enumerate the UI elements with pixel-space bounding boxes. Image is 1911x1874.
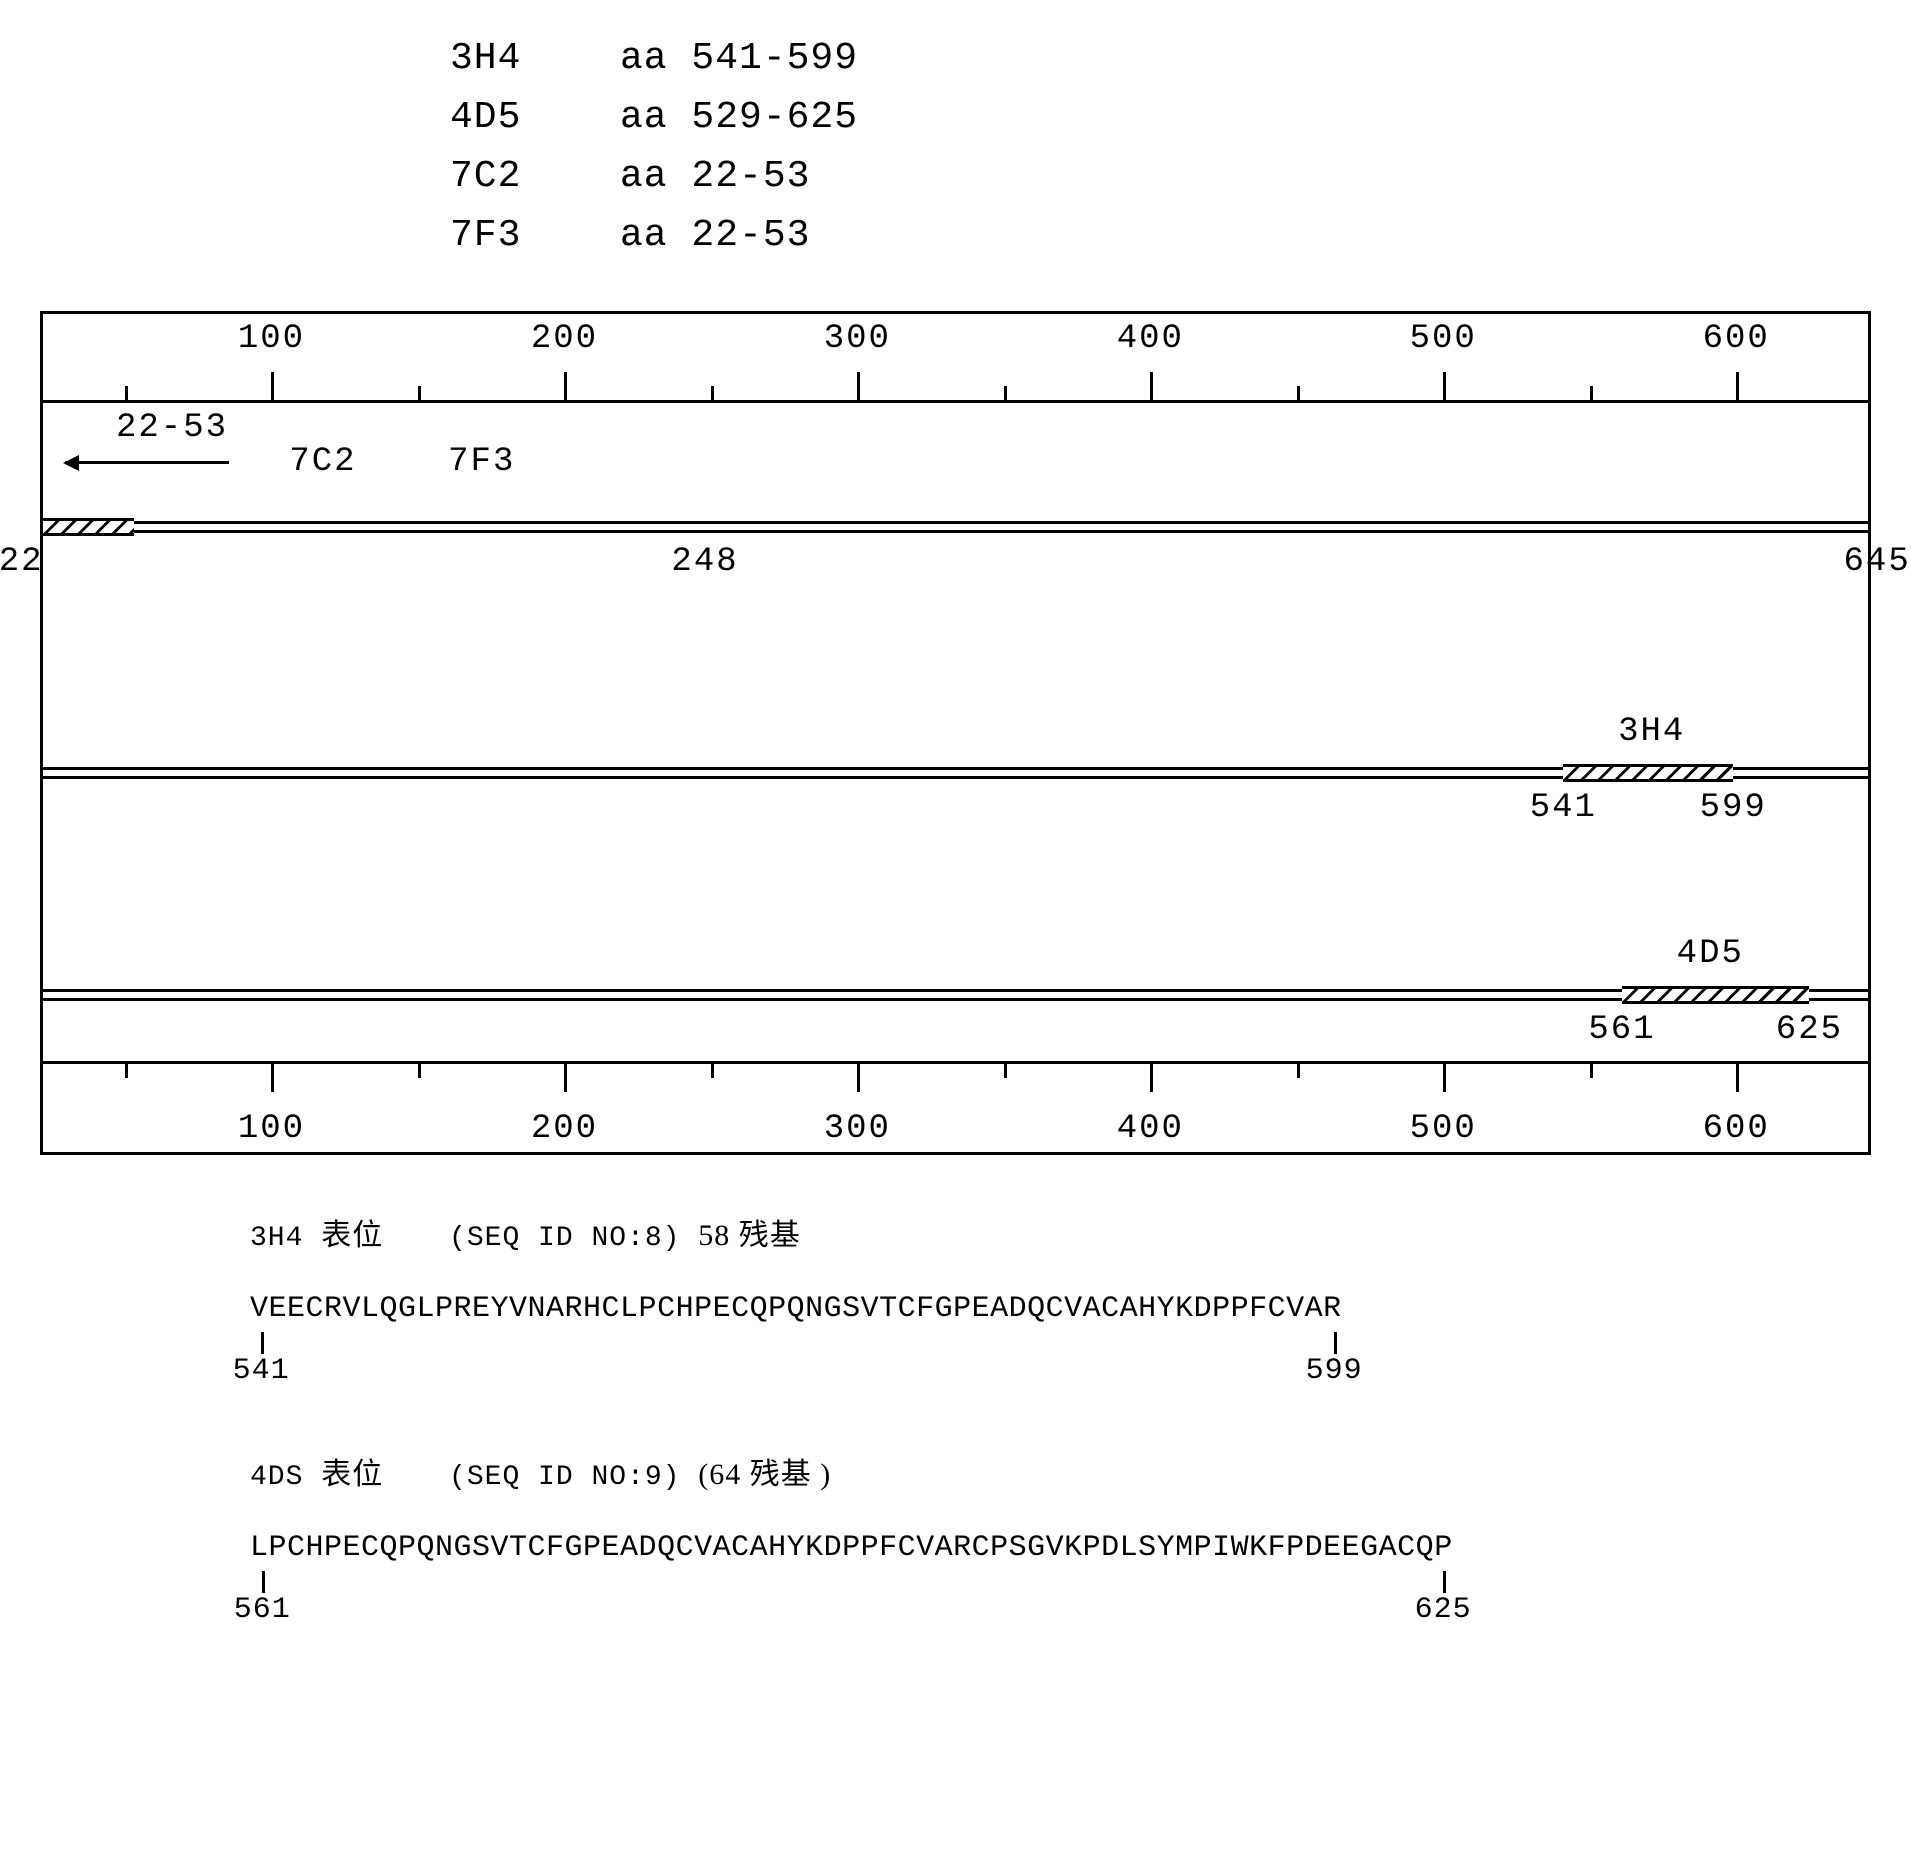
lane2-label-3h4: 3H4 — [1618, 713, 1685, 751]
hdr-name: 3H4 — [450, 30, 620, 89]
epitope-hatched-7c2-7f3 — [43, 518, 134, 536]
spacer — [43, 593, 1868, 713]
seq-start-num: 541 — [233, 1354, 290, 1388]
lane-2-annotation-zone: 3H4 — [43, 713, 1868, 767]
ruler-tick-label: 200 — [531, 320, 598, 358]
hdr-name: 7C2 — [450, 148, 620, 207]
spacer — [43, 839, 1868, 935]
ruler-tick-label: 100 — [238, 320, 305, 358]
protein-bar-lane-3: 561 625 — [43, 989, 1868, 1061]
protein-bar-lane-1: 22 248 645 — [43, 521, 1868, 593]
ruler-bottom: 100 200 300 400 500 600 — [43, 1061, 1868, 1152]
lane1-label-7c2: 7C2 — [289, 443, 356, 481]
epitope-hatched-3h4 — [1563, 764, 1733, 782]
seq-start-num: 561 — [234, 1593, 291, 1627]
sequence-string: LPCHPECQPQNGSVTCFGPEADQCVACAHYKDPPFCVARC… — [250, 1531, 1480, 1565]
lane3-below-625: 625 — [1776, 1011, 1843, 1049]
protein-bar-lane-2: 541 599 — [43, 767, 1868, 839]
lane1-below-248: 248 — [671, 543, 738, 581]
hdr-name: 4D5 — [450, 89, 620, 148]
sequence-block: 4DS 表位 (SEQ ID NO:9) (64 残基 ) LPCHPECQPQN… — [250, 1449, 1891, 1633]
ruler-tick-label: 600 — [1703, 320, 1770, 358]
seq-end-num: 599 — [1306, 1354, 1363, 1388]
lane1-below-22: 22 — [0, 543, 44, 581]
hdr-name: 7F3 — [450, 207, 620, 266]
ruler-top: 100 200 300 400 500 600 — [43, 314, 1868, 403]
protein-bar-1 — [43, 521, 1868, 533]
lane1-arrow — [65, 461, 229, 464]
ruler-tick-label: 200 — [531, 1110, 598, 1148]
sequence-title: 3H4 表位 (SEQ ID NO:8) 58 残基 — [250, 1210, 1891, 1254]
ruler-tick-label: 100 — [238, 1110, 305, 1148]
ruler-tick-label: 400 — [1117, 1110, 1184, 1148]
lane1-label-7f3: 7F3 — [448, 443, 515, 481]
ruler-tick-label: 300 — [824, 1110, 891, 1148]
epitope-map-diagram: 100 200 300 400 500 600 22-53 7C2 7F3 22 248 … — [40, 311, 1871, 1155]
lane-3-annotation-zone: 4D5 — [43, 935, 1868, 989]
epitope-hatched-4d5 — [1622, 986, 1809, 1004]
hdr-range: aa 22-53 — [620, 207, 810, 266]
lane-1-annotation-zone: 22-53 7C2 7F3 — [43, 403, 1868, 521]
hdr-range: aa 529-625 — [620, 89, 858, 148]
sequence-title: 4DS 表位 (SEQ ID NO:9) (64 残基 ) — [250, 1449, 1891, 1493]
sequence-string: VEECRVLQGLPREYVNARHCLPCHPECQPQNGSVTCFGPE… — [250, 1292, 1370, 1326]
ruler-tick-label: 400 — [1117, 320, 1184, 358]
ruler-tick-label: 600 — [1703, 1110, 1770, 1148]
sequence-block: 3H4 表位 (SEQ ID NO:8) 58 残基 VEECRVLQGLPREY… — [250, 1210, 1891, 1394]
lane3-label-4d5: 4D5 — [1677, 935, 1744, 973]
lane2-below-541: 541 — [1530, 789, 1597, 827]
ruler-tick-label: 300 — [824, 320, 891, 358]
lane1-below-645: 645 — [1844, 543, 1911, 581]
hdr-range: aa 541-599 — [620, 30, 858, 89]
hdr-range: aa 22-53 — [620, 148, 810, 207]
lane3-below-561: 561 — [1588, 1011, 1655, 1049]
lane2-below-599: 599 — [1700, 789, 1767, 827]
ruler-tick-label: 500 — [1410, 1110, 1477, 1148]
seq-end-num: 625 — [1415, 1593, 1472, 1627]
ruler-tick-label: 500 — [1410, 320, 1477, 358]
lane1-range-label: 22-53 — [116, 409, 228, 447]
sequence-section: 3H4 表位 (SEQ ID NO:8) 58 残基 VEECRVLQGLPREY… — [20, 1210, 1891, 1633]
protein-bar-3 — [43, 989, 1868, 1001]
epitope-range-table: 3H4aa 541-5994D5aa 529-6257C2aa 22-537F3… — [450, 30, 1891, 266]
